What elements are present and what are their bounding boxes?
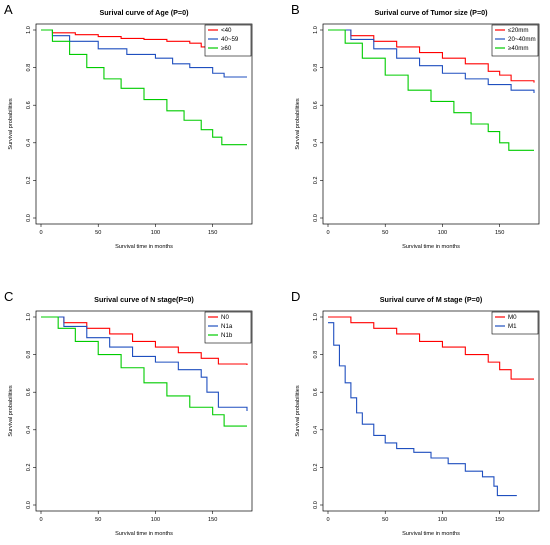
- x-tick-label: 50: [382, 230, 388, 236]
- panel-letter: A: [4, 2, 13, 17]
- y-axis-label: Survival probabilities: [295, 385, 301, 437]
- y-tick-label: 0.6: [313, 101, 319, 109]
- legend-entry: 20~40mm: [508, 36, 536, 43]
- legend-entry: N0: [221, 314, 229, 321]
- x-tick-label: 0: [326, 230, 329, 236]
- legend-entry: 40~59: [221, 36, 239, 43]
- y-tick-label: 0.2: [26, 464, 32, 472]
- x-tick-label: 150: [495, 517, 504, 523]
- plot-frame: [35, 23, 253, 225]
- series-line-0: [41, 29, 247, 53]
- x-tick-label: 0: [39, 517, 42, 523]
- y-tick-label: 0.0: [26, 501, 32, 509]
- chart-panel-c: C Surival curve of N stage(P=0) 0 50 100 150 0…: [4, 289, 253, 537]
- x-axis-label: Survival time in months: [115, 244, 173, 250]
- series-line-2: [41, 29, 247, 146]
- legend-entry: M0: [508, 314, 517, 321]
- y-tick-label: 0.4: [26, 139, 32, 147]
- x-tick-label: 0: [326, 517, 329, 523]
- x-tick-label: 50: [95, 517, 101, 523]
- x-tick-label: 150: [208, 230, 217, 236]
- series-line-1: [41, 316, 248, 411]
- chart-title: Surival curve of N stage(P=0): [94, 295, 194, 304]
- y-tick-label: 0.2: [313, 464, 319, 472]
- chart-title: Surival curve of Tumor size (P=0): [374, 8, 488, 17]
- x-tick-label: 100: [438, 517, 447, 523]
- y-tick-label: 0.4: [26, 426, 32, 434]
- chart-title: Surival curve of M stage (P=0): [380, 295, 483, 304]
- x-tick-label: 150: [208, 517, 217, 523]
- y-tick-label: 0.0: [313, 214, 319, 222]
- y-axis-label: Survival probabilities: [8, 385, 14, 437]
- plot-frame: [35, 310, 253, 512]
- x-tick-label: 100: [151, 517, 160, 523]
- panel-letter: D: [291, 289, 300, 304]
- series-line-1: [41, 29, 247, 78]
- legend-entry: N1a: [221, 323, 233, 330]
- x-tick-label: 100: [151, 230, 160, 236]
- legend-entry: M1: [508, 323, 517, 330]
- chart-panel-a: A Surival curve of Age (P=0) 0 50 100 150 0.0 0…: [4, 2, 253, 250]
- y-tick-label: 0.6: [313, 388, 319, 396]
- plot-frame: [322, 23, 540, 225]
- y-tick-label: 0.6: [26, 101, 32, 109]
- legend: ≤20mm 20~40mm ≥40mm: [491, 24, 539, 57]
- series-line-0: [328, 316, 534, 380]
- x-tick-label: 50: [382, 517, 388, 523]
- y-tick-label: 1.0: [313, 313, 319, 321]
- plot-frame: [322, 310, 540, 512]
- y-axis-label: Survival probabilities: [295, 98, 301, 150]
- legend-entry: ≥40mm: [508, 45, 529, 52]
- series-line-1: [328, 322, 517, 497]
- y-tick-label: 0.0: [313, 501, 319, 509]
- series-line-2: [328, 29, 534, 151]
- x-tick-label: 100: [438, 230, 447, 236]
- y-tick-label: 1.0: [313, 26, 319, 34]
- series-line-0: [328, 29, 535, 83]
- y-tick-label: 0.8: [26, 64, 32, 72]
- panel-letter: B: [291, 2, 300, 17]
- y-tick-label: 0.2: [26, 177, 32, 185]
- series-line-0: [41, 316, 248, 365]
- y-tick-label: 0.4: [313, 139, 319, 147]
- chart-panel-b: B Surival curve of Tumor size (P=0) 0 50 100…: [291, 2, 540, 250]
- y-tick-label: 0.8: [313, 64, 319, 72]
- chart-title: Surival curve of Age (P=0): [99, 8, 189, 17]
- legend: N0 N1a N1b: [204, 311, 252, 344]
- x-axis-label: Survival time in months: [115, 531, 173, 537]
- y-axis-label: Survival probabilities: [8, 98, 14, 150]
- legend-entry: ≤20mm: [508, 27, 529, 34]
- y-tick-label: 0.8: [26, 351, 32, 359]
- y-tick-label: 1.0: [26, 26, 32, 34]
- chart-panel-d: D Surival curve of M stage (P=0) 0 50 100 150…: [291, 289, 540, 537]
- series-line-2: [41, 316, 247, 427]
- legend-entry: N1b: [221, 332, 233, 339]
- series-line-1: [328, 29, 535, 93]
- x-tick-label: 0: [39, 230, 42, 236]
- y-tick-label: 0.4: [313, 426, 319, 434]
- y-tick-label: 0.6: [26, 388, 32, 396]
- x-tick-label: 50: [95, 230, 101, 236]
- panel-letter: C: [4, 289, 13, 304]
- x-tick-label: 150: [495, 230, 504, 236]
- x-axis-label: Survival time in months: [402, 531, 460, 537]
- panels: A Surival curve of Age (P=0) 0 50 100 150 0.0 0…: [4, 2, 540, 537]
- y-tick-label: 1.0: [26, 313, 32, 321]
- y-tick-label: 0.2: [313, 177, 319, 185]
- legend-entry: <40: [221, 27, 232, 34]
- legend-entry: ≥60: [221, 45, 232, 52]
- legend: <40 40~59 ≥60: [204, 24, 252, 57]
- y-tick-label: 0.0: [26, 214, 32, 222]
- y-tick-label: 0.8: [313, 351, 319, 359]
- x-axis-label: Survival time in months: [402, 244, 460, 250]
